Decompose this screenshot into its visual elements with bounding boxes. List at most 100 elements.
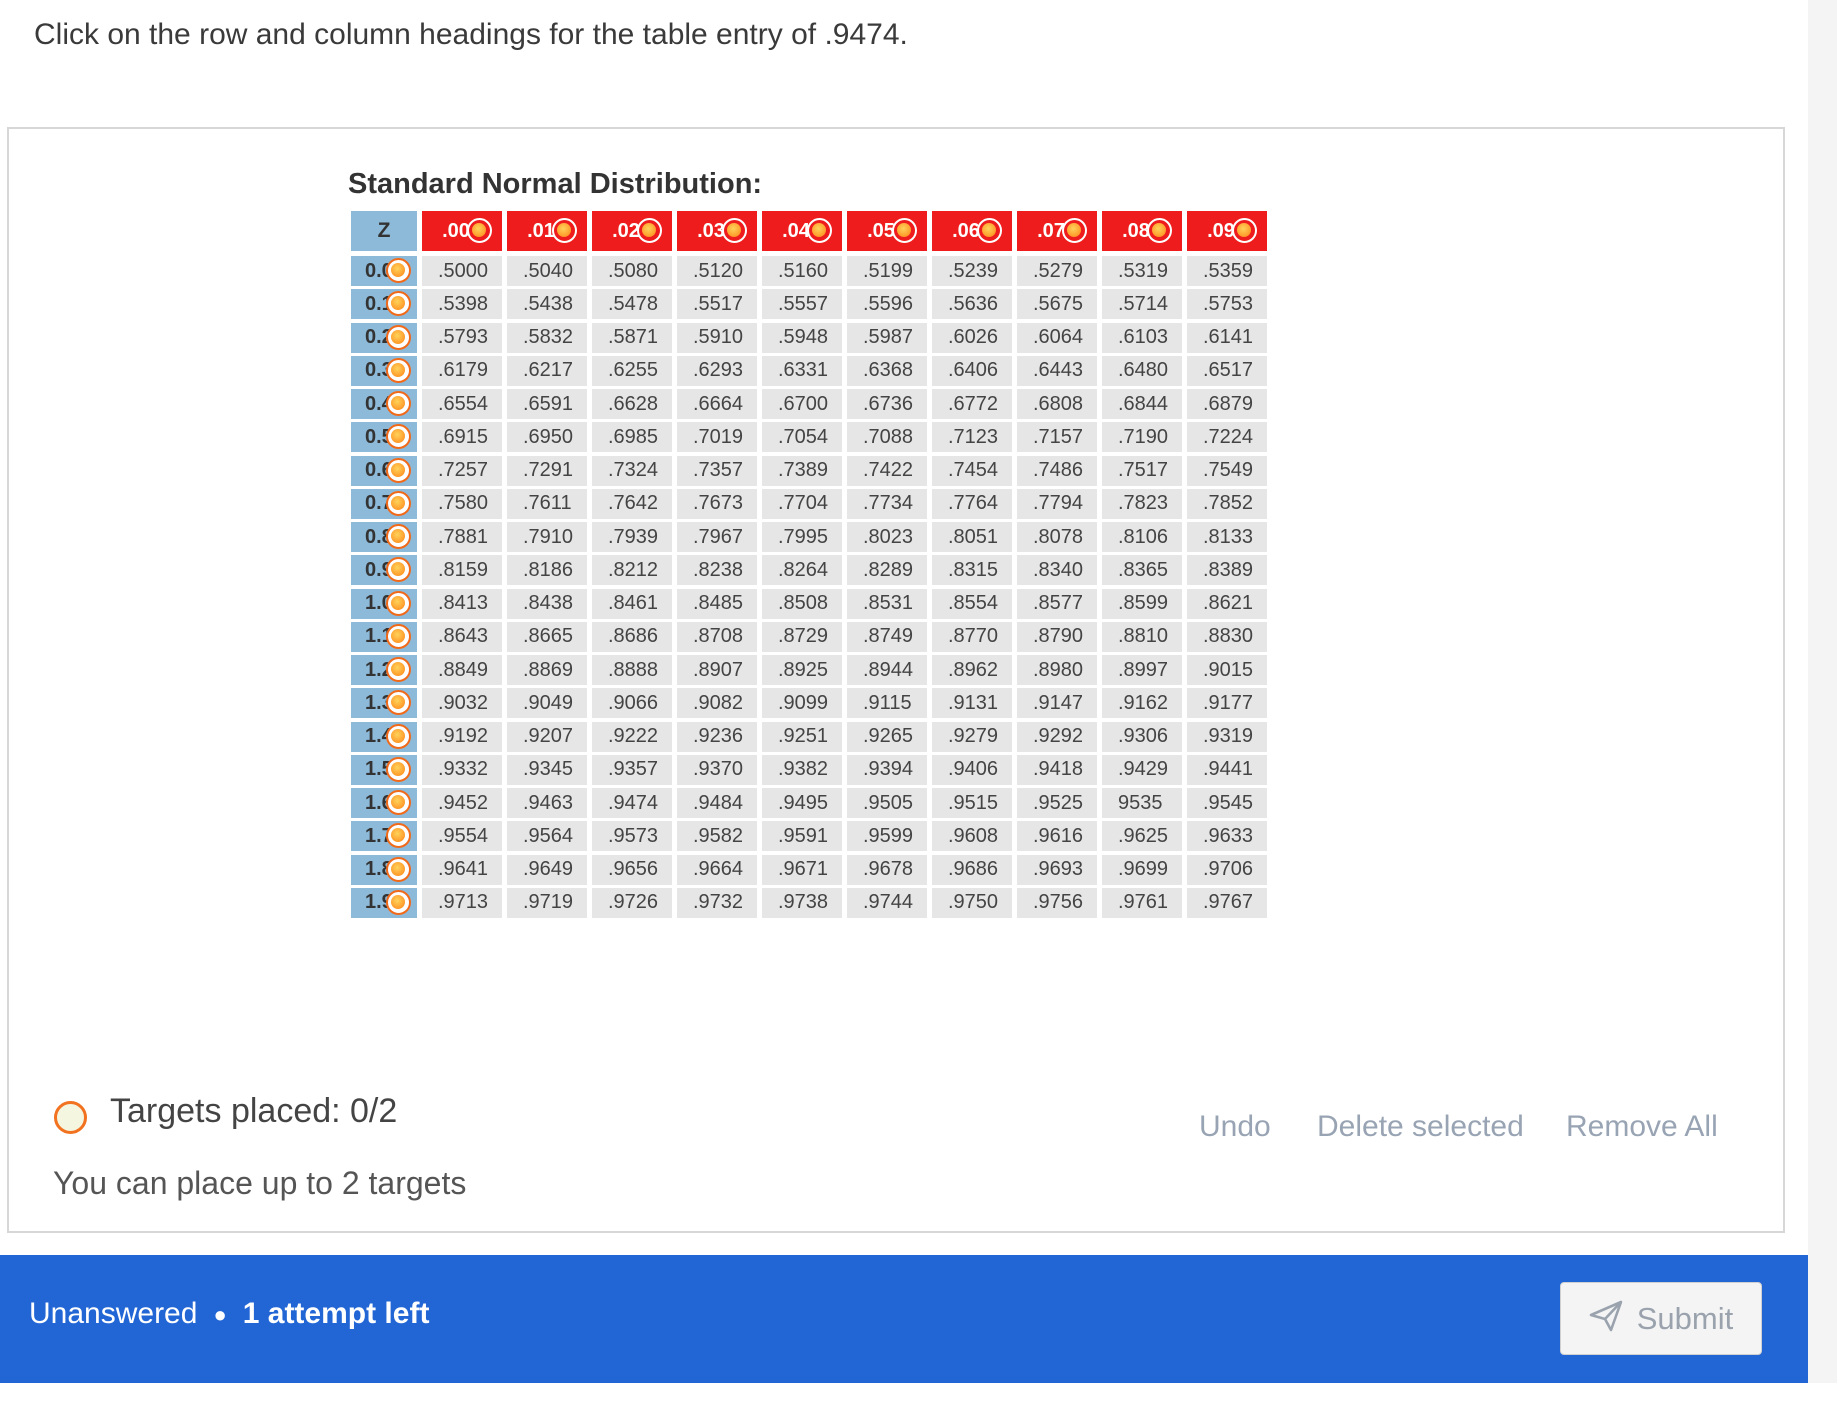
z-table: Z .00 .01 .02 .03 .04 .05 .06 .07 .08 .09 0.0 .5000.… — [351, 211, 1444, 921]
column-header-08[interactable]: .08 — [1102, 211, 1182, 251]
row-header-0-3[interactable]: 0.3 — [351, 355, 417, 386]
column-header-03[interactable]: .03 — [677, 211, 757, 251]
target-icon[interactable] — [386, 258, 411, 283]
table-cell: .5636 — [932, 289, 1012, 320]
table-row: 1.6.9452.9463.9474.9484.9495.9505.9515.9… — [351, 788, 1444, 818]
column-header-00[interactable]: .00 — [422, 211, 502, 251]
table-row: 1.8.9641.9649.9656.9664.9671.9678.9686.9… — [351, 854, 1444, 885]
column-header-06[interactable]: .06 — [932, 211, 1012, 251]
row-header-1-8[interactable]: 1.8 — [351, 854, 417, 885]
target-icon[interactable] — [386, 524, 411, 549]
table-row: 1.3.9032.9049.9066.9082.9099.9115.9131.9… — [351, 688, 1444, 719]
target-icon[interactable] — [386, 790, 411, 815]
target-icon[interactable] — [722, 218, 747, 243]
column-header-label: .03 — [697, 219, 725, 242]
target-icon[interactable] — [892, 218, 917, 243]
table-row: 1.0.8413.8438.8461.8485.8508.8531.8554.8… — [351, 588, 1444, 619]
target-icon[interactable] — [977, 218, 1002, 243]
table-cell: .6700 — [762, 389, 842, 419]
row-header-0-2[interactable]: 0.2 — [351, 322, 417, 353]
row-header-0-9[interactable]: 0.9 — [351, 555, 417, 586]
table-cell: .6480 — [1102, 355, 1182, 386]
target-icon[interactable] — [386, 590, 411, 616]
row-header-0-4[interactable]: 0.4 — [351, 389, 417, 419]
target-icon[interactable] — [386, 391, 411, 416]
table-cell: .7123 — [932, 422, 1012, 453]
target-icon[interactable] — [386, 889, 411, 915]
target-icon[interactable] — [807, 218, 832, 243]
target-icon[interactable] — [386, 756, 411, 782]
target-icon[interactable] — [386, 424, 411, 450]
row-header-1-4[interactable]: 1.4 — [351, 721, 417, 752]
submit-button[interactable]: Submit — [1560, 1282, 1762, 1355]
target-icon[interactable] — [386, 490, 411, 516]
table-cell: .6879 — [1187, 389, 1267, 419]
table-cell: .6517 — [1187, 355, 1267, 386]
table-cell: 9535 — [1102, 788, 1182, 818]
table-cell: .9641 — [422, 854, 502, 885]
row-header-0-6[interactable]: 0.6 — [351, 455, 417, 486]
delete-selected-button[interactable]: Delete selected — [1317, 1110, 1524, 1143]
column-header-04[interactable]: .04 — [762, 211, 842, 251]
table-cell: .8888 — [592, 655, 672, 685]
row-header-1-6[interactable]: 1.6 — [351, 788, 417, 818]
row-header-label: 0.5 — [365, 425, 393, 448]
table-cell: .6064 — [1017, 322, 1097, 353]
z-column-header: Z — [351, 211, 417, 251]
column-header-09[interactable]: .09 — [1187, 211, 1267, 251]
row-header-0-8[interactable]: 0.8 — [351, 522, 417, 552]
row-header-1-2[interactable]: 1.2 — [351, 655, 417, 685]
target-icon[interactable] — [1232, 218, 1257, 243]
column-header-01[interactable]: .01 — [507, 211, 587, 251]
target-icon[interactable] — [386, 823, 411, 849]
table-cell: .7852 — [1187, 488, 1267, 519]
target-icon[interactable] — [386, 557, 411, 583]
target-icon[interactable] — [1062, 218, 1087, 243]
target-icon[interactable] — [386, 723, 411, 749]
row-header-label: 1.5 — [365, 758, 393, 781]
row-header-1-3[interactable]: 1.3 — [351, 688, 417, 719]
target-icon[interactable] — [386, 623, 411, 649]
column-header-label: .09 — [1207, 219, 1235, 242]
targets-hint: You can place up to 2 targets — [53, 1165, 467, 1201]
column-header-05[interactable]: .05 — [847, 211, 927, 251]
table-title: Standard Normal Distribution: — [348, 168, 763, 200]
target-icon[interactable] — [386, 856, 411, 882]
table-cell: .8729 — [762, 621, 842, 652]
target-icon[interactable] — [386, 457, 411, 483]
undo-button[interactable]: Undo — [1199, 1110, 1271, 1143]
target-icon[interactable] — [386, 324, 411, 350]
row-header-1-7[interactable]: 1.7 — [351, 821, 417, 852]
table-row: 1.5.9332.9345.9357.9370.9382.9394.9406.9… — [351, 754, 1444, 785]
row-header-1-1[interactable]: 1.1 — [351, 621, 417, 652]
row-header-0-5[interactable]: 0.5 — [351, 422, 417, 453]
table-cell: .7995 — [762, 522, 842, 552]
table-cell: .9279 — [932, 721, 1012, 752]
target-icon[interactable] — [1147, 218, 1172, 243]
row-header-1-5[interactable]: 1.5 — [351, 754, 417, 785]
row-header-1-0[interactable]: 1.0 — [351, 588, 417, 619]
table-cell: .6664 — [677, 389, 757, 419]
table-cell: .9744 — [847, 887, 927, 918]
target-icon[interactable] — [467, 218, 492, 243]
row-header-0-0[interactable]: 0.0 — [351, 256, 417, 286]
target-icon[interactable] — [386, 357, 411, 383]
remove-all-button[interactable]: Remove All — [1566, 1110, 1718, 1143]
target-icon[interactable] — [386, 291, 411, 317]
target-icon[interactable] — [552, 218, 577, 243]
row-header-0-1[interactable]: 0.1 — [351, 289, 417, 320]
table-cell: .5040 — [507, 256, 587, 286]
column-header-02[interactable]: .02 — [592, 211, 672, 251]
table-cell: .8907 — [677, 655, 757, 685]
table-row: 0.0.5000.5040.5080.5120.5160.5199.5239.5… — [351, 256, 1444, 286]
column-header-07[interactable]: .07 — [1017, 211, 1097, 251]
target-icon[interactable] — [386, 690, 411, 716]
row-header-0-7[interactable]: 0.7 — [351, 488, 417, 519]
target-icon[interactable] — [637, 218, 662, 243]
target-icon[interactable] — [386, 657, 411, 682]
table-cell: .9719 — [507, 887, 587, 918]
row-header-1-9[interactable]: 1.9 — [351, 887, 417, 918]
table-cell: .8665 — [507, 621, 587, 652]
table-cell: .7764 — [932, 488, 1012, 519]
table-row: 0.4.6554.6591.6628.6664.6700.6736.6772.6… — [351, 389, 1444, 419]
